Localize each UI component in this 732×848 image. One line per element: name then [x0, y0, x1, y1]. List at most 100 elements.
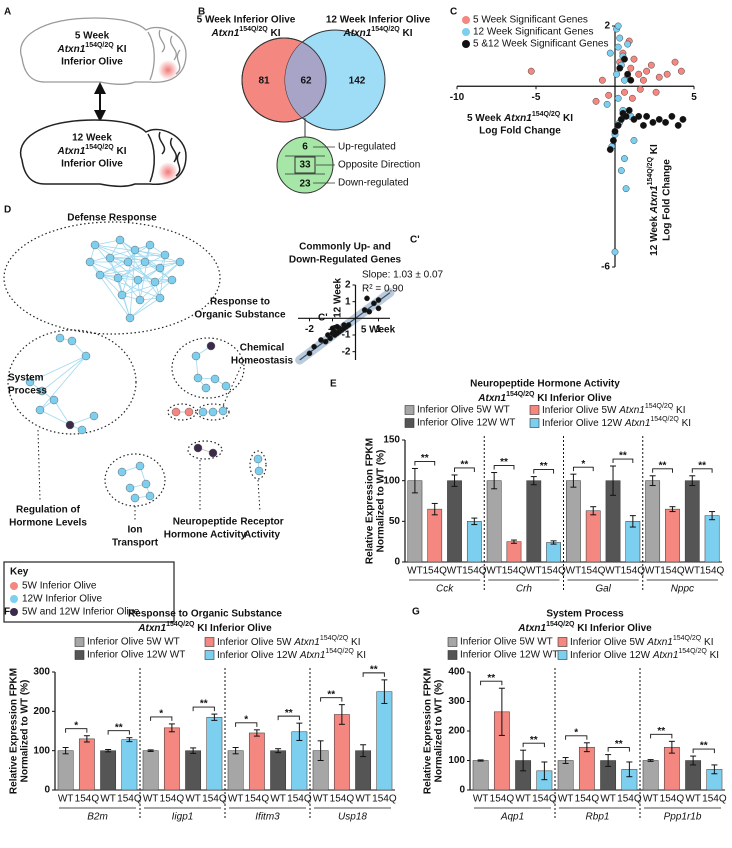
- bar: [557, 760, 574, 791]
- brain-label-part: 154Q/2Q: [85, 42, 114, 49]
- bar-label: 154Q: [422, 566, 447, 577]
- venn-label: Down-regulated: [338, 178, 409, 189]
- bar-label: 154Q: [490, 794, 515, 805]
- significance-label: **: [540, 461, 548, 472]
- cluster-label: Chemical: [240, 343, 285, 354]
- y-tick-label: 0: [394, 557, 400, 568]
- significance-bracket: [522, 742, 545, 748]
- point: [635, 70, 643, 78]
- network-edge: [134, 249, 181, 263]
- point: [624, 40, 632, 48]
- significance-bracket: [235, 722, 258, 727]
- brain-label: 5 Week: [75, 31, 110, 42]
- chart-subtitle: Atxn1154Q/2Q KI Inferior Olive: [137, 621, 272, 633]
- bar: [663, 746, 680, 791]
- point: [364, 295, 370, 302]
- annotation: Slope: 1.03 ± 0.07: [362, 270, 444, 281]
- legend-swatch: [204, 650, 215, 660]
- cluster-label: Receptor: [240, 517, 283, 528]
- network-node: [208, 407, 218, 417]
- legend-label: Inferior Olive 5W Atxn1154Q/2Q KI: [542, 403, 685, 415]
- network-node: [35, 405, 45, 415]
- point: [611, 248, 619, 256]
- network-edge: [94, 244, 141, 301]
- bar-label: 154Q: [502, 566, 527, 577]
- brain-label: Inferior Olive: [61, 57, 123, 68]
- error-bar: [253, 729, 260, 737]
- point: [627, 76, 635, 84]
- bar-label: WT: [486, 566, 502, 577]
- bar: [472, 760, 489, 791]
- legend-swatch: [404, 418, 415, 428]
- point: [617, 167, 625, 175]
- legend-label: 12 Week Significant Genes: [473, 27, 593, 38]
- error-bar: [491, 472, 498, 490]
- significance-bracket: [414, 461, 436, 466]
- key-label: 5W Inferior Olive: [22, 581, 97, 592]
- legend-label-part: Atxn1: [624, 418, 651, 429]
- point: [605, 91, 613, 99]
- y-axis-label-part: Atxn1: [649, 185, 660, 214]
- venn-label: Opposite Direction: [338, 160, 420, 171]
- bar: [121, 739, 138, 791]
- point: [366, 308, 373, 315]
- cluster-label: Response to: [210, 297, 270, 308]
- significance-label: *: [581, 459, 585, 470]
- network-node: [90, 240, 100, 250]
- chart-subtitle-part: 154Q/2Q: [506, 391, 535, 398]
- venn-count: 6: [302, 142, 308, 153]
- bar-label: WT: [185, 794, 201, 805]
- y-axis-label: Relative Expression FPKM: [365, 438, 376, 564]
- venn-title: 5 Week Inferior Olive: [197, 15, 296, 26]
- venn-subtitle: Atxn1154Q/2Q KI: [211, 26, 281, 38]
- significance-bracket: [454, 467, 475, 472]
- bar-label: 154Q: [330, 794, 355, 805]
- network-node: [145, 491, 155, 501]
- error-bar: [690, 755, 697, 766]
- error-bar: [275, 748, 282, 754]
- y-axis-label: 12 Week Atxn1154Q/2Q KI: [647, 144, 659, 256]
- network-edge: [159, 254, 166, 299]
- y-axis-label: Relative Expression FPKM: [423, 668, 434, 794]
- point: [636, 85, 644, 93]
- x-axis-label-part: KI: [560, 113, 573, 124]
- key-title: Key: [10, 567, 29, 578]
- y-tick-label: 1: [345, 296, 351, 307]
- bar: [642, 760, 659, 791]
- cluster-label: System: [8, 373, 44, 384]
- bar: [466, 521, 482, 563]
- legend-label-part: Inferior Olive 5W: [542, 405, 619, 416]
- error-bar: [541, 761, 548, 781]
- bar-label: 154Q: [575, 794, 600, 805]
- bar-label: WT: [473, 794, 489, 805]
- legend-label-part: KI: [348, 637, 360, 648]
- significance-bracket: [612, 458, 634, 464]
- significance-label: **: [700, 741, 708, 752]
- significance-label: **: [285, 708, 293, 719]
- bar: [227, 750, 244, 791]
- network-node: [193, 373, 203, 383]
- network-node: [55, 333, 65, 343]
- point: [635, 112, 643, 120]
- legend-label-part: Inferior Olive 12W: [217, 650, 300, 661]
- inset-label: C': [318, 313, 328, 324]
- y-tick-label: -6: [601, 262, 610, 273]
- bar: [546, 542, 561, 563]
- category-label: Usp18: [338, 812, 367, 823]
- network-edge: [109, 254, 166, 259]
- legend-label-part: KI: [354, 650, 366, 661]
- network-node: [208, 448, 218, 458]
- network-edge: [94, 244, 166, 256]
- point: [628, 94, 636, 102]
- bar-label: WT: [605, 566, 621, 577]
- significance-label: **: [619, 451, 627, 462]
- network-node: [254, 466, 264, 476]
- key-swatch: [10, 582, 18, 590]
- chart-title: System Process: [546, 609, 624, 620]
- legend-swatch: [462, 28, 470, 36]
- y-tick-label: 200: [448, 726, 465, 737]
- significance-bracket: [320, 697, 343, 702]
- network-node: [175, 257, 185, 267]
- network-node: [25, 377, 35, 387]
- network-node: [130, 493, 140, 503]
